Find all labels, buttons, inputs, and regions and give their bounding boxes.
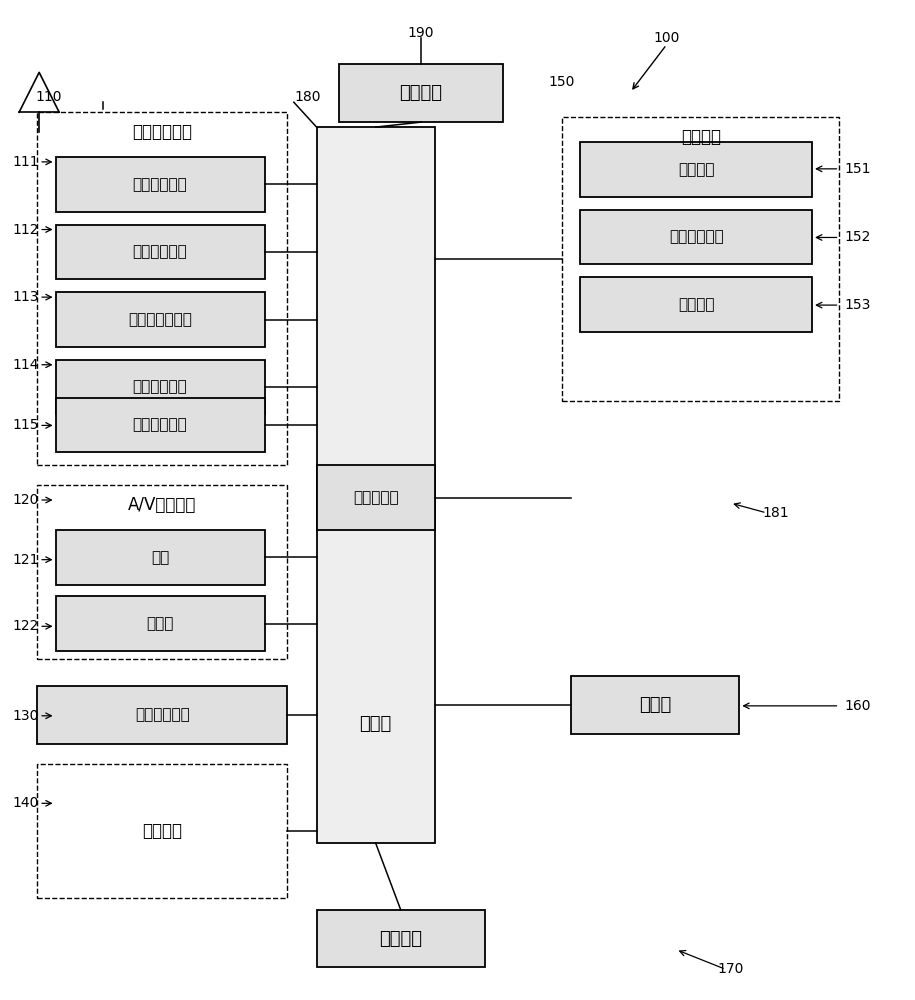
Text: 麦克风: 麦克风 <box>146 616 174 631</box>
Text: 多媒体模块: 多媒体模块 <box>353 490 398 505</box>
Bar <box>562 117 839 401</box>
Bar <box>317 910 485 967</box>
Text: 153: 153 <box>845 298 871 312</box>
Text: 190: 190 <box>408 26 435 40</box>
Bar <box>571 676 739 734</box>
Text: 警报单元: 警报单元 <box>678 297 715 312</box>
Text: 100: 100 <box>653 31 680 45</box>
Bar <box>56 360 264 414</box>
Text: 显示单元: 显示单元 <box>678 162 715 177</box>
Bar <box>38 485 287 659</box>
Bar <box>38 112 287 465</box>
Text: 无线互联网模块: 无线互联网模块 <box>128 312 192 327</box>
Text: 130: 130 <box>12 709 38 723</box>
Text: 电源单元: 电源单元 <box>400 84 443 102</box>
Bar <box>56 292 264 347</box>
Text: 用户输入单元: 用户输入单元 <box>135 707 189 722</box>
Bar <box>38 686 287 744</box>
Bar <box>317 127 435 843</box>
Bar <box>56 225 264 279</box>
Bar <box>56 398 264 452</box>
Text: 移动通信模块: 移动通信模块 <box>133 244 188 259</box>
Text: 照相: 照相 <box>151 550 169 565</box>
Text: 音频输出模块: 音频输出模块 <box>669 229 724 244</box>
Text: 121: 121 <box>12 553 38 567</box>
Text: 170: 170 <box>717 962 744 976</box>
Text: 122: 122 <box>12 619 38 633</box>
Bar <box>56 530 264 585</box>
Text: 无线通信单元: 无线通信单元 <box>133 123 192 141</box>
Bar <box>38 764 287 898</box>
Bar <box>56 157 264 212</box>
Bar <box>56 596 264 651</box>
Text: 接口单元: 接口单元 <box>379 930 422 948</box>
Bar <box>339 64 503 122</box>
Text: 181: 181 <box>762 506 789 520</box>
Text: 输出单元: 输出单元 <box>681 128 721 146</box>
Text: 150: 150 <box>549 75 576 89</box>
Text: 152: 152 <box>845 230 871 244</box>
Text: 短程通信模块: 短程通信模块 <box>133 380 188 395</box>
Text: 广播接收模块: 广播接收模块 <box>133 177 188 192</box>
Text: 感测单元: 感测单元 <box>143 822 182 840</box>
Text: 控制器: 控制器 <box>360 715 392 733</box>
Text: 111: 111 <box>12 155 38 169</box>
Text: 112: 112 <box>12 223 38 237</box>
Text: 110: 110 <box>35 90 61 104</box>
Text: 120: 120 <box>12 493 38 507</box>
Text: 位置信息模块: 位置信息模块 <box>133 417 188 432</box>
Text: 存储器: 存储器 <box>640 696 672 714</box>
Bar <box>580 142 813 197</box>
Bar <box>580 210 813 264</box>
Text: A/V输入单元: A/V输入单元 <box>128 496 197 514</box>
Text: 151: 151 <box>845 162 871 176</box>
Text: 115: 115 <box>12 418 38 432</box>
Text: 114: 114 <box>12 358 38 372</box>
Bar <box>317 465 435 530</box>
Bar <box>580 277 813 332</box>
Text: 113: 113 <box>12 290 38 304</box>
Text: 140: 140 <box>12 796 38 810</box>
Text: 180: 180 <box>295 90 320 104</box>
Text: 160: 160 <box>845 699 871 713</box>
